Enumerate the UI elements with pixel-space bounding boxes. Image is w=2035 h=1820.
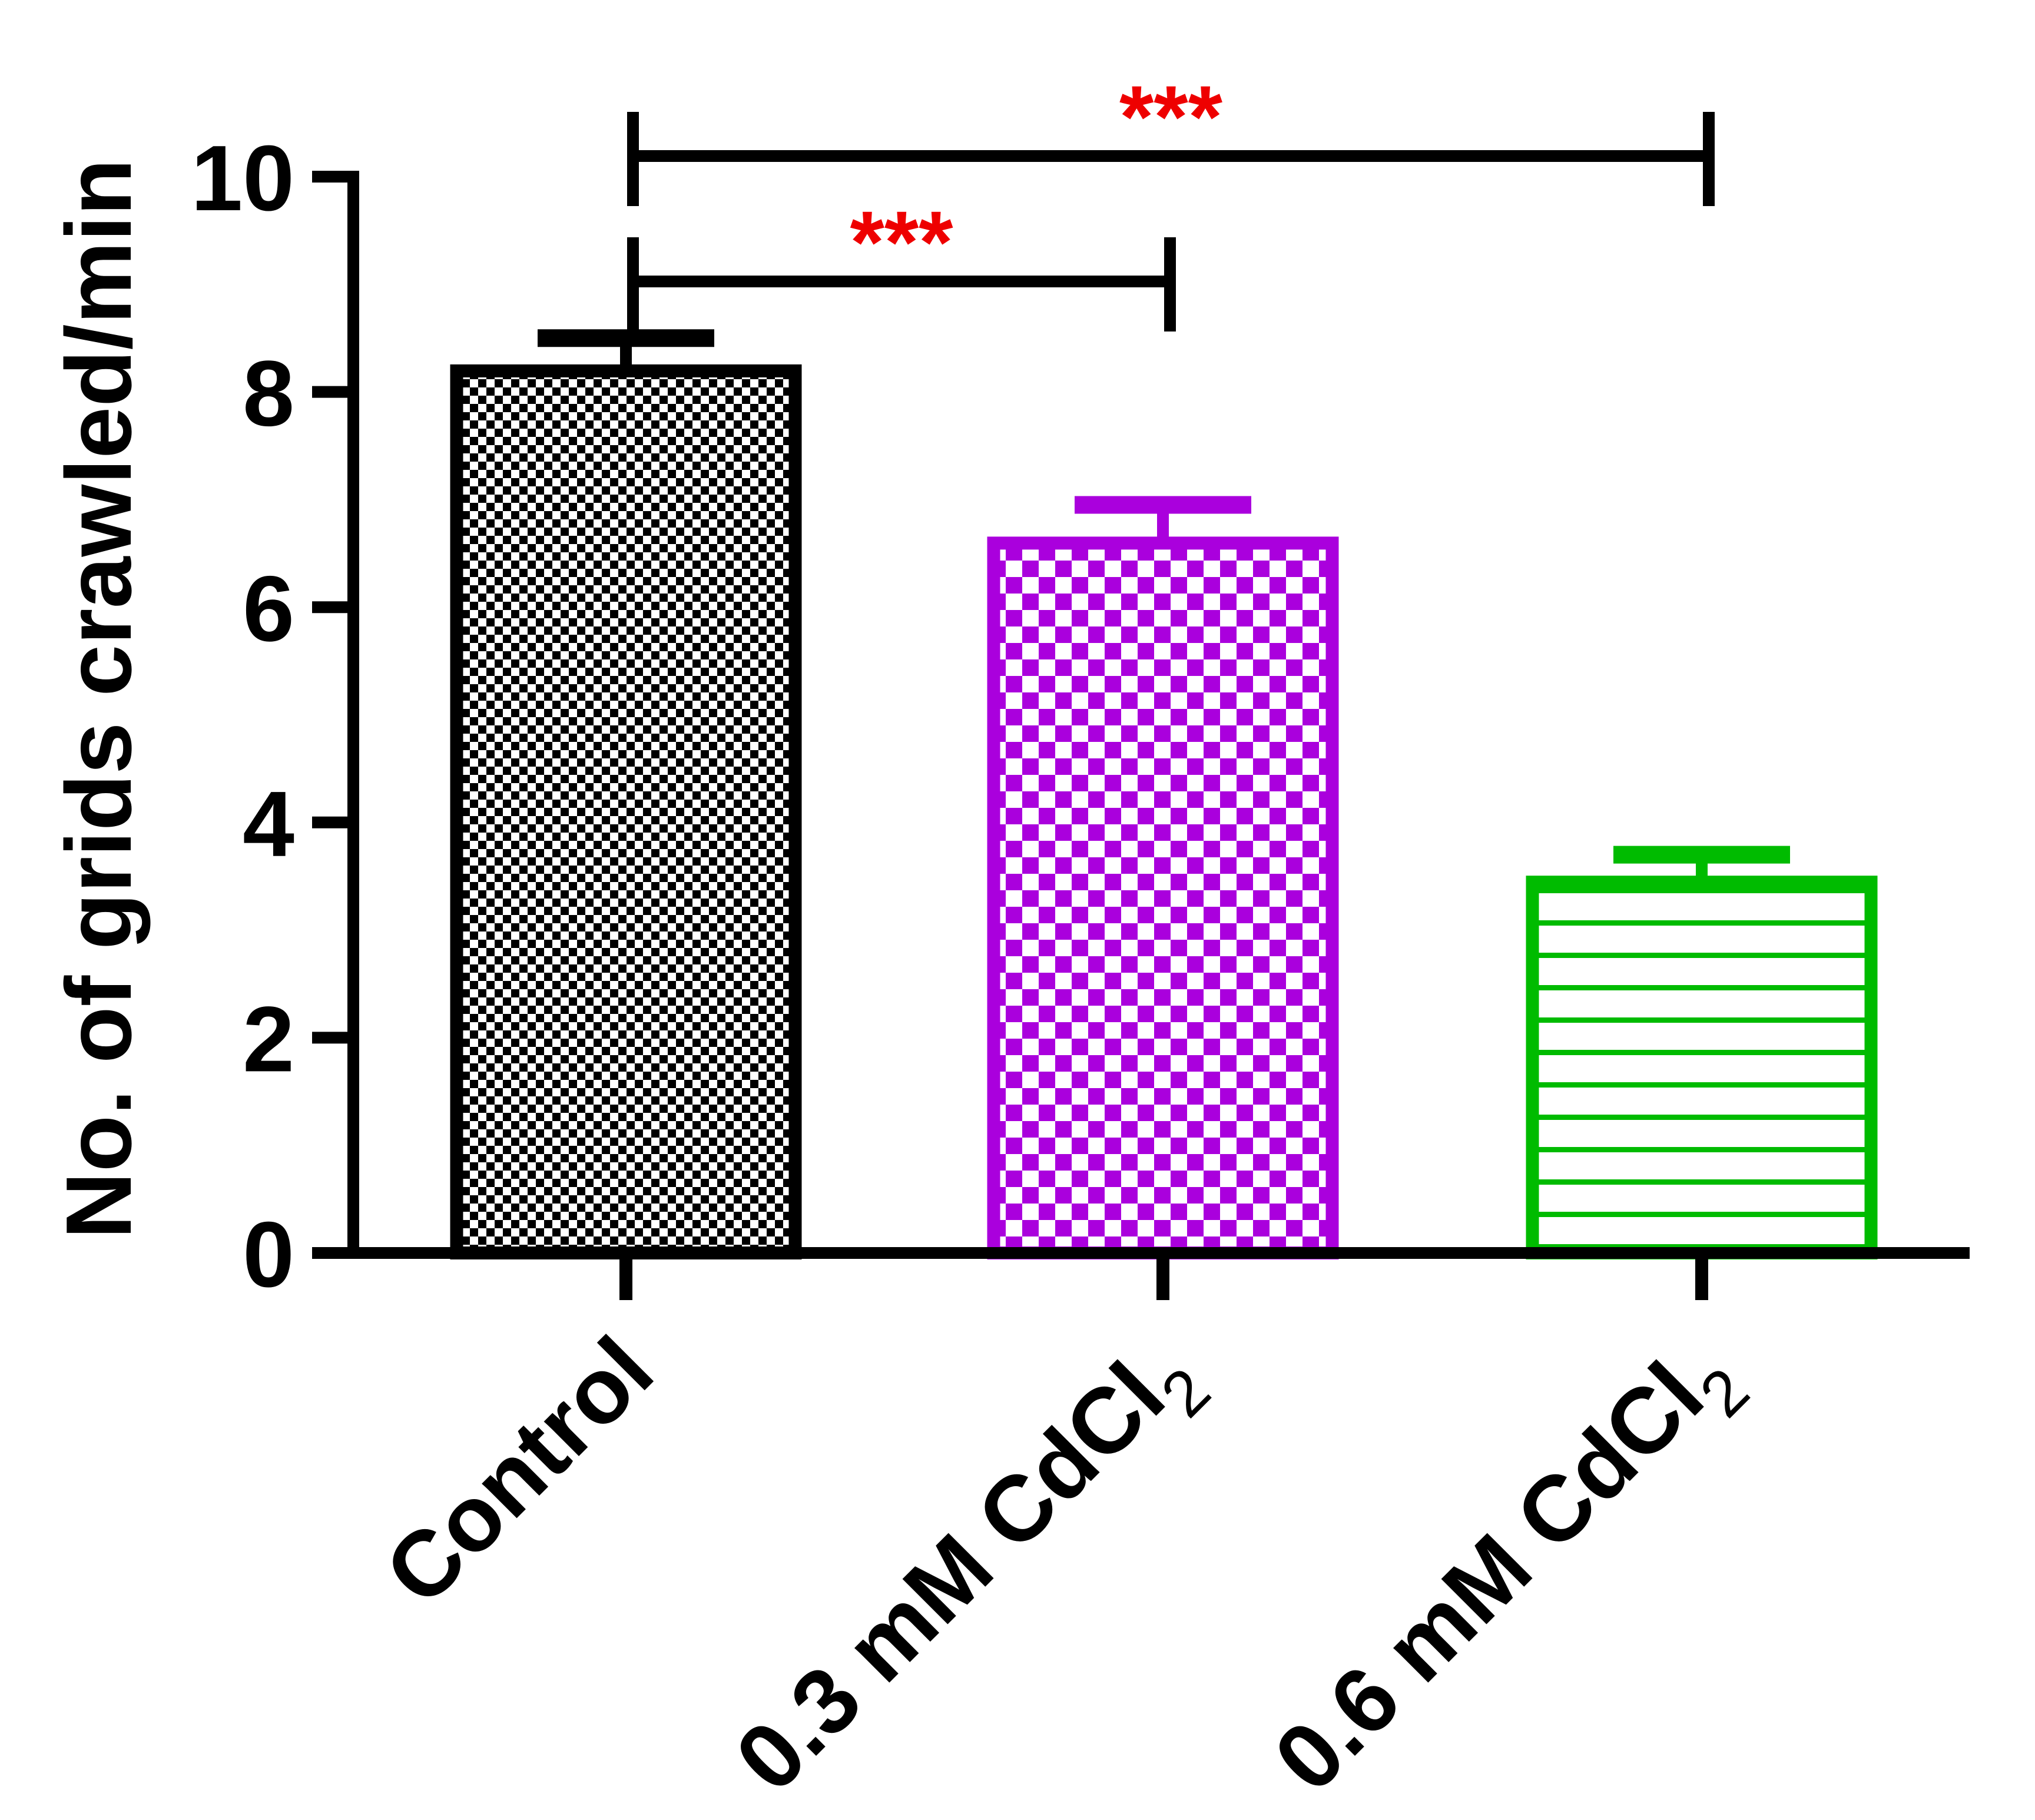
error-bars-group (538, 329, 1790, 877)
bar-0 (450, 364, 802, 1259)
sig-label-0: *** (1119, 67, 1223, 166)
y-ticks-group: 0 2 4 6 8 10 (191, 127, 353, 1307)
x-tick-label-1: 0.3 mM CdCl2 (716, 1318, 1224, 1820)
y-axis-label: No. of grids crawled/min (47, 159, 151, 1239)
y-tick-label-2: 4 (243, 773, 294, 876)
y-tick-label-0: 0 (243, 1203, 294, 1307)
x-tick-label-0: Control (365, 1318, 672, 1625)
sig-label-1: *** (850, 193, 953, 291)
significance-brackets: *** *** (627, 67, 1715, 331)
y-tick-label-3: 6 (243, 557, 294, 661)
axes-group (315, 171, 1970, 1259)
bar-1 (987, 536, 1339, 1259)
y-tick-label-1: 2 (243, 987, 294, 1091)
bar-2 (1526, 876, 1878, 1259)
y-tick-label-5: 10 (191, 127, 294, 230)
y-tick-label-4: 8 (243, 342, 294, 446)
x-ticks-group: Control 0.3 mM CdCl2 0.6 mM CdCl2 (365, 1253, 1763, 1820)
x-tick-label-2: 0.6 mM CdCl2 (1255, 1318, 1763, 1820)
bars-group (450, 364, 1878, 1259)
